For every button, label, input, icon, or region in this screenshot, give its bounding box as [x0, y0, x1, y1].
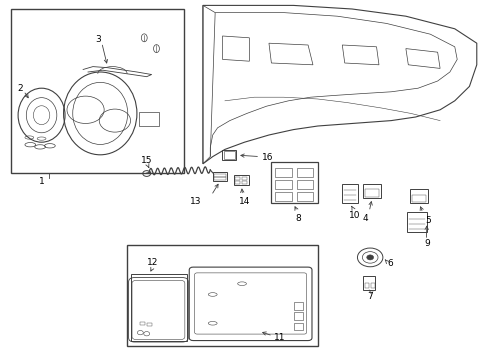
- Text: 5: 5: [424, 216, 430, 225]
- Bar: [362, 276, 374, 290]
- Text: 14: 14: [238, 197, 250, 206]
- Circle shape: [366, 255, 373, 260]
- Text: 1: 1: [39, 177, 44, 186]
- Bar: [131, 274, 187, 341]
- Text: 11: 11: [273, 333, 285, 342]
- Bar: [296, 168, 313, 177]
- Text: 7: 7: [366, 292, 372, 301]
- Text: 2: 2: [18, 84, 23, 93]
- Bar: [139, 112, 159, 126]
- Text: 10: 10: [348, 211, 360, 220]
- Bar: [407, 212, 426, 232]
- Text: 3: 3: [95, 35, 101, 44]
- Text: 9: 9: [424, 238, 429, 248]
- Bar: [214, 177, 225, 180]
- Text: 6: 6: [387, 259, 393, 268]
- Text: 13: 13: [189, 197, 201, 206]
- Text: 8: 8: [295, 214, 301, 223]
- Bar: [342, 184, 357, 203]
- Bar: [294, 302, 303, 310]
- Text: 16: 16: [261, 153, 273, 162]
- Text: 12: 12: [147, 258, 159, 267]
- Bar: [11, 9, 184, 173]
- Bar: [275, 168, 291, 177]
- Bar: [214, 174, 225, 177]
- Bar: [275, 180, 291, 189]
- Bar: [222, 150, 236, 160]
- Text: 15: 15: [141, 156, 152, 165]
- Bar: [224, 151, 234, 159]
- Bar: [241, 181, 246, 184]
- Bar: [127, 245, 317, 346]
- Bar: [234, 181, 240, 184]
- Bar: [146, 323, 151, 326]
- Bar: [294, 312, 303, 320]
- Bar: [364, 189, 379, 197]
- Bar: [296, 192, 313, 201]
- Bar: [362, 184, 381, 198]
- Bar: [234, 177, 240, 180]
- Bar: [233, 175, 249, 185]
- Bar: [241, 177, 246, 180]
- Bar: [409, 189, 427, 203]
- Bar: [212, 172, 227, 181]
- Text: 4: 4: [362, 214, 368, 223]
- Bar: [140, 322, 145, 325]
- Bar: [294, 323, 303, 330]
- Bar: [370, 283, 374, 288]
- Bar: [411, 195, 426, 202]
- Bar: [364, 283, 368, 288]
- Bar: [296, 180, 313, 189]
- Bar: [275, 192, 291, 201]
- Bar: [271, 162, 317, 203]
